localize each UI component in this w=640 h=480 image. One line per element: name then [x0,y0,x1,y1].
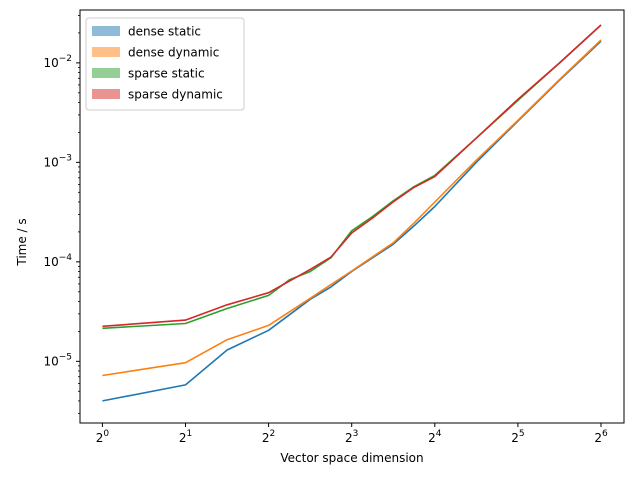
series-layer [102,24,602,402]
x-tick-label: 26 [594,429,608,445]
x-axis-label: Vector space dimension [280,451,423,465]
legend-frame [85,17,245,111]
legend: dense static dense dynamic sparse static sp… [85,17,245,111]
y-tick-label: 10−4 [43,253,72,269]
legend-swatch [92,68,120,78]
legend-label: dense static [128,25,201,39]
y-axis-ticks: 10−5 10−4 10−3 10−2 [43,15,80,414]
x-tick-label: 25 [511,429,524,445]
x-tick-label: 22 [262,429,275,445]
y-axis-label: Time / s [15,218,29,266]
x-tick-label: 21 [179,429,192,445]
legend-swatch [92,89,120,99]
legend-label: sparse dynamic [128,88,223,102]
x-axis-ticks: 20 21 22 23 24 25 26 [96,423,608,445]
y-tick-label: 10−3 [43,153,72,169]
series-line-sparse-dynamic [102,24,602,328]
legend-label: sparse static [128,67,205,81]
legend-label: dense dynamic [128,46,219,60]
x-tick-label: 20 [96,429,110,445]
legend-swatch [92,26,120,36]
x-tick-label: 23 [345,429,358,445]
y-tick-label: 10−2 [43,54,72,70]
y-tick-label: 10−5 [43,352,72,368]
series-line-dense-dynamic [102,39,602,377]
legend-swatch [92,47,120,57]
x-tick-label: 24 [428,429,442,445]
